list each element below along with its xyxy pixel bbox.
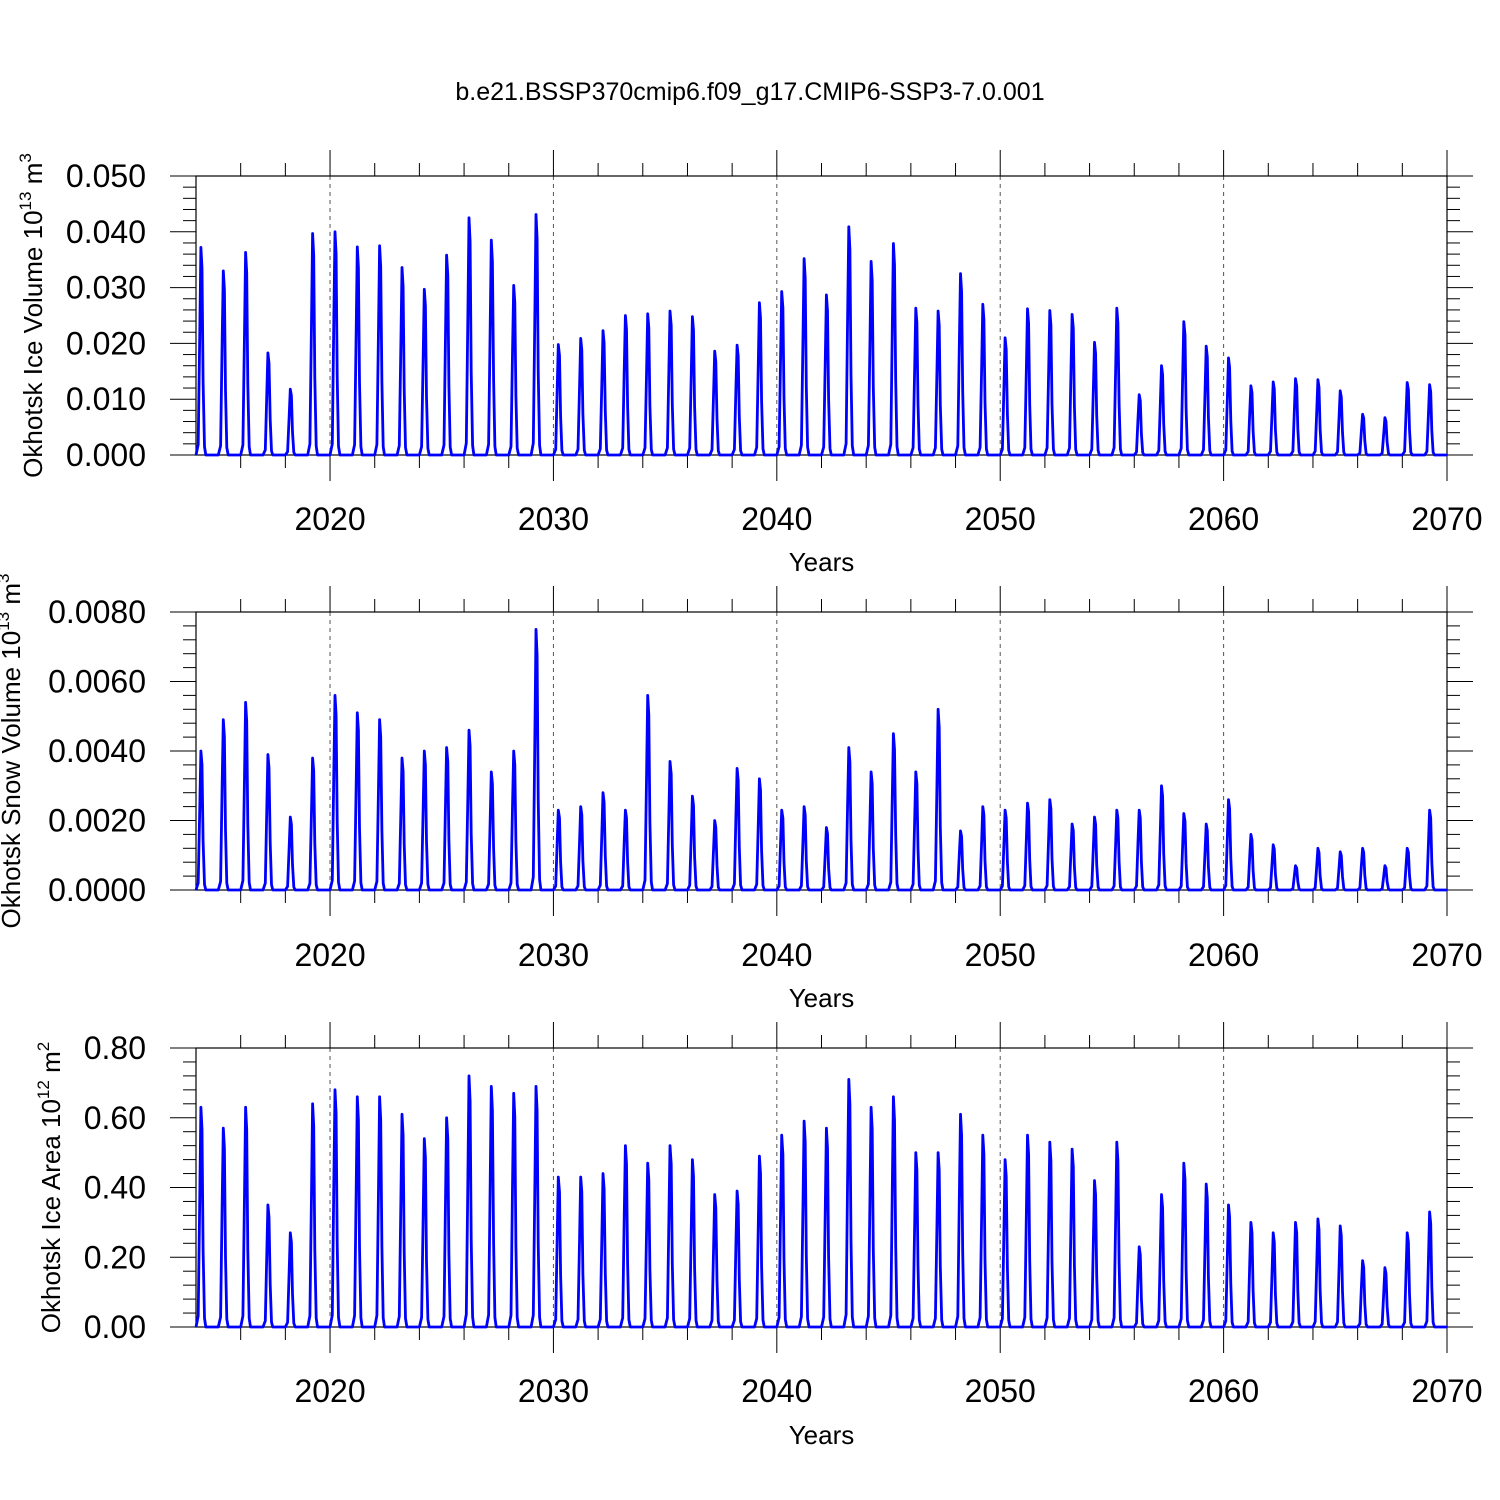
x-tick-label: 2040 xyxy=(741,1373,812,1409)
y-axis-label: Okhotsk Snow Volume 1013 m3 xyxy=(0,574,26,929)
y-tick-label: 0.0060 xyxy=(48,664,146,700)
data-series-line xyxy=(194,628,1447,892)
y-axis-label-unit: m xyxy=(36,1051,66,1080)
y-axis-label-unit: m xyxy=(0,583,26,612)
x-axis-label: Years xyxy=(789,983,855,1013)
y-tick-label: 0.40 xyxy=(84,1170,146,1206)
panel-snow-volume: 0.0000 0.0020 0.0040 0.0060 0.0080 2020 2030 20… xyxy=(0,574,1483,1014)
x-tick-label: 2030 xyxy=(518,937,589,973)
x-tick-label: 2070 xyxy=(1411,1373,1482,1409)
y-tick-label: 0.20 xyxy=(84,1239,146,1275)
x-tick-label: 2020 xyxy=(294,1373,365,1409)
panel-ice-area: 0.00 0.20 0.40 0.60 0.80 2020 2030 2040 2050 2060… xyxy=(34,1022,1483,1450)
y-tick-label: 0.0000 xyxy=(48,872,146,908)
y-tick-label: 0.040 xyxy=(66,214,146,250)
x-tick-label: 2050 xyxy=(965,1373,1036,1409)
x-axis-label: Years xyxy=(789,1420,855,1450)
y-axis-label-exponent: 13 xyxy=(16,192,35,211)
y-axis-label-exponent: 13 xyxy=(0,612,13,631)
x-tick-label: 2070 xyxy=(1411,937,1482,973)
y-axis-label-text: Okhotsk Ice Area 10 xyxy=(36,1099,66,1333)
figure-title: b.e21.BSSP370cmip6.f09_g17.CMIP6-SSP3-7.… xyxy=(455,78,1044,106)
x-tick-label: 2030 xyxy=(518,1373,589,1409)
y-tick-label: 0.050 xyxy=(66,158,146,194)
x-tick-label: 2060 xyxy=(1188,501,1259,537)
y-tick-label: 0.80 xyxy=(84,1030,146,1066)
x-axis-label: Years xyxy=(789,547,855,577)
y-axis-label-exponent: 12 xyxy=(34,1080,53,1099)
data-series-line xyxy=(194,1074,1447,1329)
x-tick-label: 2020 xyxy=(294,937,365,973)
y-axis-label-text: Okhotsk Snow Volume 10 xyxy=(0,631,26,929)
y-axis-label-text: Okhotsk Ice Volume 10 xyxy=(18,210,48,477)
y-tick-label: 0.60 xyxy=(84,1100,146,1136)
y-axis-label-unit-exponent: 3 xyxy=(0,574,13,583)
y-tick-label: 0.00 xyxy=(84,1309,146,1345)
y-tick-label: 0.0080 xyxy=(48,594,146,630)
y-tick-label: 0.0040 xyxy=(48,733,146,769)
y-tick-label: 0.010 xyxy=(66,381,146,417)
x-tick-label: 2060 xyxy=(1188,937,1259,973)
y-axis-label-unit-exponent: 3 xyxy=(16,153,35,162)
y-axis-label: Okhotsk Ice Area 1012 m2 xyxy=(34,1042,66,1333)
panel-ice-volume: 0.000 0.010 0.020 0.030 0.040 0.050 2020 2030 20… xyxy=(16,150,1483,577)
x-tick-label: 2060 xyxy=(1188,1373,1259,1409)
x-tick-label: 2040 xyxy=(741,937,812,973)
x-tick-label: 2030 xyxy=(518,501,589,537)
x-tick-label: 2040 xyxy=(741,501,812,537)
x-tick-label: 2020 xyxy=(294,501,365,537)
y-axis-label-unit: m xyxy=(18,163,48,192)
y-tick-label: 0.000 xyxy=(66,437,146,473)
y-axis-label-unit-exponent: 2 xyxy=(34,1042,53,1051)
x-tick-label: 2070 xyxy=(1411,501,1482,537)
x-tick-label: 2050 xyxy=(965,501,1036,537)
y-tick-label: 0.030 xyxy=(66,270,146,306)
y-tick-label: 0.020 xyxy=(66,325,146,361)
x-tick-label: 2050 xyxy=(965,937,1036,973)
data-series-line xyxy=(194,213,1447,457)
y-axis-label: Okhotsk Ice Volume 1013 m3 xyxy=(16,153,48,478)
y-tick-label: 0.0020 xyxy=(48,803,146,839)
